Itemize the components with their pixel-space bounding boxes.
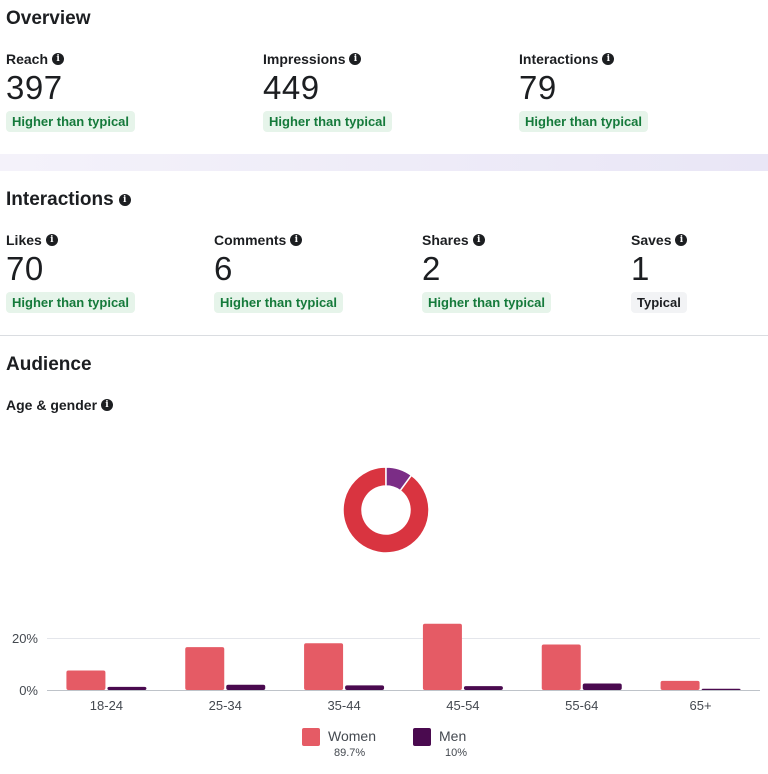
- x-tick-label: 35-44: [327, 698, 360, 713]
- bar-men-65+[interactable]: [701, 688, 741, 690]
- metric-label: Impressions: [263, 51, 346, 67]
- info-icon[interactable]: i: [101, 399, 114, 411]
- metric-value: 6: [214, 250, 233, 287]
- info-icon[interactable]: i: [45, 234, 58, 246]
- bar-men-35-44[interactable]: [345, 685, 385, 690]
- metric-value: 79: [519, 69, 557, 106]
- info-icon[interactable]: i: [118, 194, 131, 206]
- legend-percent: 89.7%: [334, 747, 366, 759]
- metric-label: Shares: [422, 232, 469, 248]
- status-badge: Higher than typical: [422, 292, 552, 313]
- info-icon[interactable]: i: [52, 53, 65, 65]
- overview-title: Overview: [6, 8, 91, 29]
- x-tick-label: 55-64: [565, 698, 598, 713]
- bar-men-25-34[interactable]: [226, 684, 266, 690]
- info-icon[interactable]: i: [602, 53, 615, 65]
- metric-label: Likes: [6, 232, 42, 248]
- status-badge: Higher than typical: [6, 111, 136, 132]
- bar-women-65+[interactable]: [660, 680, 700, 690]
- metric-label: Interactions: [519, 51, 599, 67]
- donut-slice-men[interactable]: [385, 466, 413, 492]
- metric-label: Reach: [6, 51, 49, 67]
- bar-men-55-64[interactable]: [582, 683, 622, 691]
- info-icon[interactable]: i: [349, 53, 362, 65]
- metric-value: 70: [6, 250, 44, 287]
- x-tick-label: 25-34: [209, 698, 242, 713]
- interactions-header: Interactions i: [6, 189, 131, 211]
- status-badge: Higher than typical: [214, 292, 344, 313]
- bar-women-18-24[interactable]: [66, 670, 106, 691]
- metric-interactions: Interactions i 79 Higher than typical: [519, 50, 649, 132]
- legend-percent: 10%: [445, 747, 468, 759]
- interactions-title: Interactions: [6, 189, 114, 210]
- bar-men-18-24[interactable]: [107, 686, 147, 690]
- y-tick-label: 20%: [12, 631, 38, 646]
- x-tick-label: 65+: [690, 698, 712, 713]
- metric-label: Saves: [631, 232, 672, 248]
- metric-value: 1: [631, 250, 650, 287]
- metric-value: 397: [6, 69, 63, 106]
- metric-value: 449: [263, 69, 320, 106]
- gender-donut-chart: [342, 466, 430, 554]
- info-icon[interactable]: i: [472, 234, 485, 246]
- legend-item-men: Men 10%: [413, 727, 467, 759]
- age-gender-bar-chart: 20% 0% 18-24 25-34 35-44 45-54 55-64 65+: [12, 623, 760, 713]
- metric-comments: Comments i 6 Higher than typical: [214, 231, 344, 313]
- donut-slice-women[interactable]: [342, 466, 430, 554]
- status-badge: Higher than typical: [263, 111, 393, 132]
- y-tick-label: 0%: [19, 683, 38, 698]
- bar-men-45-54[interactable]: [463, 686, 503, 690]
- audience-title: Audience: [6, 354, 92, 375]
- metric-likes: Likes i 70 Higher than typical: [6, 231, 136, 313]
- age-gender-label: Age & gender i: [6, 397, 114, 413]
- status-badge: Higher than typical: [519, 111, 649, 132]
- section-separator-band: [0, 154, 768, 171]
- x-tick-label: 45-54: [446, 698, 479, 713]
- metric-impressions: Impressions i 449 Higher than typical: [263, 50, 393, 132]
- age-gender-text: Age & gender: [6, 397, 98, 413]
- metric-saves: Saves i 1 Typical: [631, 231, 688, 313]
- bar-women-25-34[interactable]: [185, 647, 225, 690]
- status-badge: Typical: [631, 292, 687, 313]
- women-swatch: [302, 728, 320, 746]
- x-tick-label: 18-24: [90, 698, 123, 713]
- bar-women-55-64[interactable]: [541, 644, 581, 691]
- bar-women-45-54[interactable]: [422, 623, 462, 690]
- status-badge: Higher than typical: [6, 292, 136, 313]
- legend-item-women: Women 89.7%: [302, 727, 376, 759]
- section-divider: [0, 335, 768, 336]
- metric-value: 2: [422, 250, 441, 287]
- info-icon[interactable]: i: [290, 234, 303, 246]
- legend-label: Men: [439, 728, 467, 744]
- metric-shares: Shares i 2 Higher than typical: [422, 231, 552, 313]
- metric-label: Comments: [214, 232, 287, 248]
- legend-label: Women: [328, 728, 376, 744]
- info-icon[interactable]: i: [675, 234, 688, 246]
- bar-women-35-44[interactable]: [304, 643, 344, 690]
- men-swatch: [413, 728, 431, 746]
- metric-reach: Reach i 397 Higher than typical: [6, 50, 136, 132]
